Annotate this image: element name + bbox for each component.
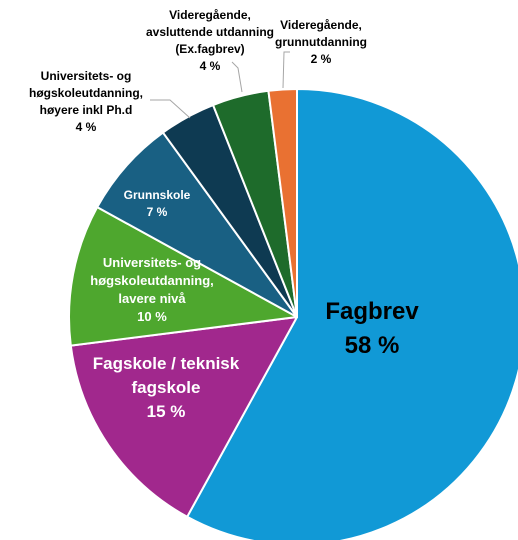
slice-name: fagskole xyxy=(132,378,201,397)
slice-name: Videregående, xyxy=(169,8,251,22)
slice-name: høgskoleutdanning, xyxy=(29,86,143,100)
slice-name: grunnutdanning xyxy=(275,35,367,49)
slice-value: 58 % xyxy=(345,332,400,359)
slice-name: lavere nivå xyxy=(118,291,186,306)
slice-value: 2 % xyxy=(311,52,332,66)
slice-value: 7 % xyxy=(147,205,168,219)
slice-value: 15 % xyxy=(147,402,186,421)
slice-name: Universitets- og xyxy=(41,69,132,83)
slice-name: Fagbrev xyxy=(325,298,419,325)
slice-label: Videregående, avsluttende utdanning (Ex.fa… xyxy=(146,8,274,73)
pie-slice xyxy=(69,316,298,518)
slice-name: (Ex.fagbrev) xyxy=(175,42,244,56)
slice-label: Fagskole / teknisk fagskole 15 % xyxy=(93,354,240,421)
slice-value: 10 % xyxy=(137,309,167,324)
leader-line xyxy=(282,51,290,89)
slice-value: 4 % xyxy=(200,59,221,73)
slice-label: Fagbrev 58 % xyxy=(325,298,419,359)
slice-name: høyere inkl Ph.d xyxy=(40,103,133,117)
pie-slice xyxy=(267,88,298,318)
slice-value: 4 % xyxy=(76,120,97,134)
slice-label: Universitets- og høgskoleutdanning, høyere… xyxy=(29,69,143,134)
slice-label: Videregående, grunnutdanning 2 % xyxy=(275,18,367,66)
pie-slice xyxy=(68,206,298,347)
slice-name: Universitets- og xyxy=(103,255,201,270)
slice-label: Universitets- og høgskoleutdanning, lavere… xyxy=(90,255,214,324)
slice-name: Fagskole / teknisk xyxy=(93,354,240,373)
slice-label: Grunnskole 7 % xyxy=(124,188,191,219)
leader-line xyxy=(231,61,243,93)
slice-name: Videregående, xyxy=(280,18,362,32)
leader-line xyxy=(150,99,191,119)
slice-name: avsluttende utdanning xyxy=(146,25,274,39)
slice-name: høgskoleutdanning, xyxy=(90,273,214,288)
slice-name: Grunnskole xyxy=(124,188,191,202)
